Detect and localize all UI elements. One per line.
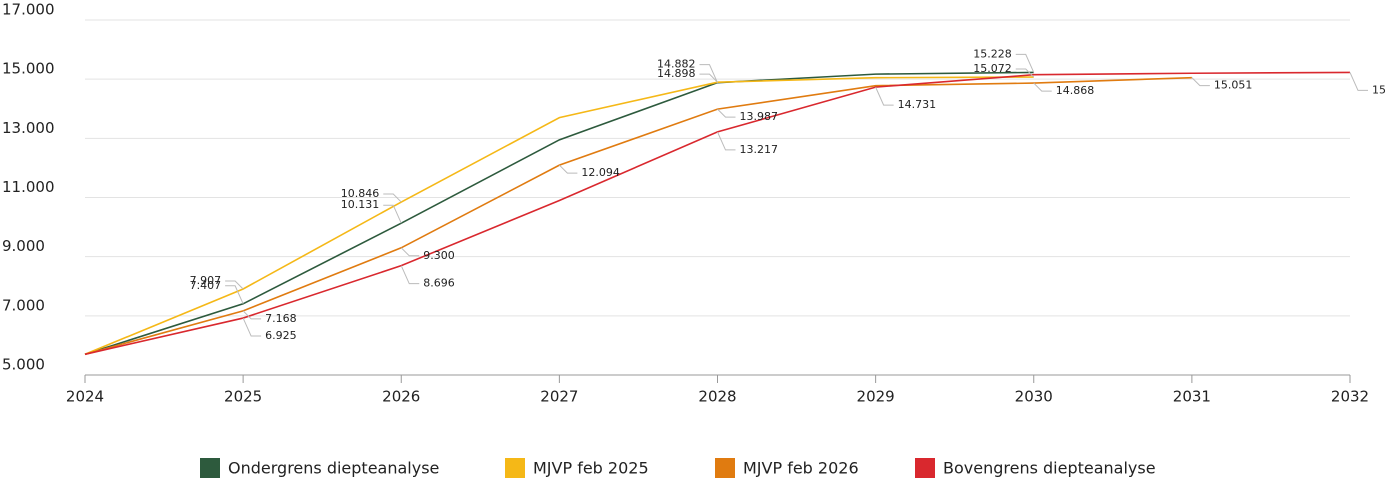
- y-tick-label: 15.000: [2, 60, 55, 78]
- leader-line: [225, 285, 244, 304]
- leader-line: [875, 86, 894, 106]
- y-tick-label: 7.000: [2, 296, 45, 314]
- data-label: 15.228: [1372, 83, 1387, 96]
- legend-label: Bovengrens diepteanalyse: [943, 459, 1156, 478]
- data-label: 10.131: [341, 198, 380, 211]
- data-label: 15.051: [1214, 79, 1253, 92]
- leader-line: [1033, 82, 1052, 92]
- data-label: 14.882: [657, 58, 696, 71]
- series-line: [84, 71, 1034, 356]
- data-label: 12.094: [581, 166, 620, 179]
- data-label: 7.407: [190, 279, 222, 292]
- x-tick-label: 2032: [1331, 388, 1369, 406]
- legend-swatch: [715, 458, 735, 478]
- y-tick-label: 5.000: [2, 356, 45, 374]
- y-tick-label: 17.000: [2, 1, 55, 19]
- leader-line: [559, 164, 578, 174]
- legend-swatch: [915, 458, 935, 478]
- data-label: 14.731: [898, 98, 937, 111]
- legend-label: MJVP feb 2026: [743, 459, 859, 478]
- x-tick-label: 2030: [1015, 388, 1053, 406]
- leader-line: [383, 204, 402, 224]
- leader-line: [1349, 72, 1368, 91]
- series-line: [84, 76, 1034, 356]
- leader-line: [699, 64, 718, 83]
- x-tick-label: 2026: [382, 388, 420, 406]
- leader-line: [400, 265, 420, 285]
- x-tick-label: 2028: [698, 388, 736, 406]
- y-tick-label: 11.000: [2, 178, 55, 196]
- data-label: 15.228: [973, 47, 1012, 60]
- data-label: 6.925: [265, 329, 297, 342]
- leader-line: [225, 280, 244, 290]
- leader-line: [1015, 53, 1035, 73]
- leader-line: [717, 108, 736, 118]
- series-line: [84, 76, 1192, 356]
- legend-label: Ondergrens diepteanalyse: [228, 459, 439, 478]
- legend-label: MJVP feb 2025: [533, 459, 649, 478]
- x-tick-label: 2025: [224, 388, 262, 406]
- leader-line: [400, 247, 420, 257]
- x-tick-label: 2027: [540, 388, 578, 406]
- legend: Ondergrens diepteanalyse MJVP feb 2025 MJV…: [200, 458, 1156, 478]
- data-label: 13.217: [740, 143, 779, 156]
- data-label: 7.907: [190, 274, 222, 287]
- legend-swatch: [200, 458, 220, 478]
- leader-line: [1015, 68, 1035, 78]
- x-tick-label: 2029: [857, 388, 895, 406]
- data-label: 15.072: [973, 62, 1012, 75]
- leader-line: [699, 73, 718, 83]
- data-label: 14.868: [1056, 84, 1095, 97]
- data-label: 14.898: [657, 67, 696, 80]
- data-label: 13.987: [740, 110, 779, 123]
- data-label: 9.300: [423, 249, 455, 262]
- leader-line: [1191, 77, 1210, 87]
- data-label: 8.696: [423, 277, 455, 290]
- leader-line: [717, 131, 736, 151]
- leader-line: [242, 317, 262, 337]
- data-label: 10.846: [341, 187, 380, 200]
- y-tick-label: 9.000: [2, 237, 45, 255]
- leader-line: [242, 310, 262, 320]
- x-tick-label: 2031: [1173, 388, 1211, 406]
- data-label: 7.168: [265, 312, 297, 325]
- x-tick-label: 2024: [66, 388, 104, 406]
- legend-swatch: [505, 458, 525, 478]
- leader-line: [383, 193, 402, 203]
- y-tick-label: 13.000: [2, 119, 55, 137]
